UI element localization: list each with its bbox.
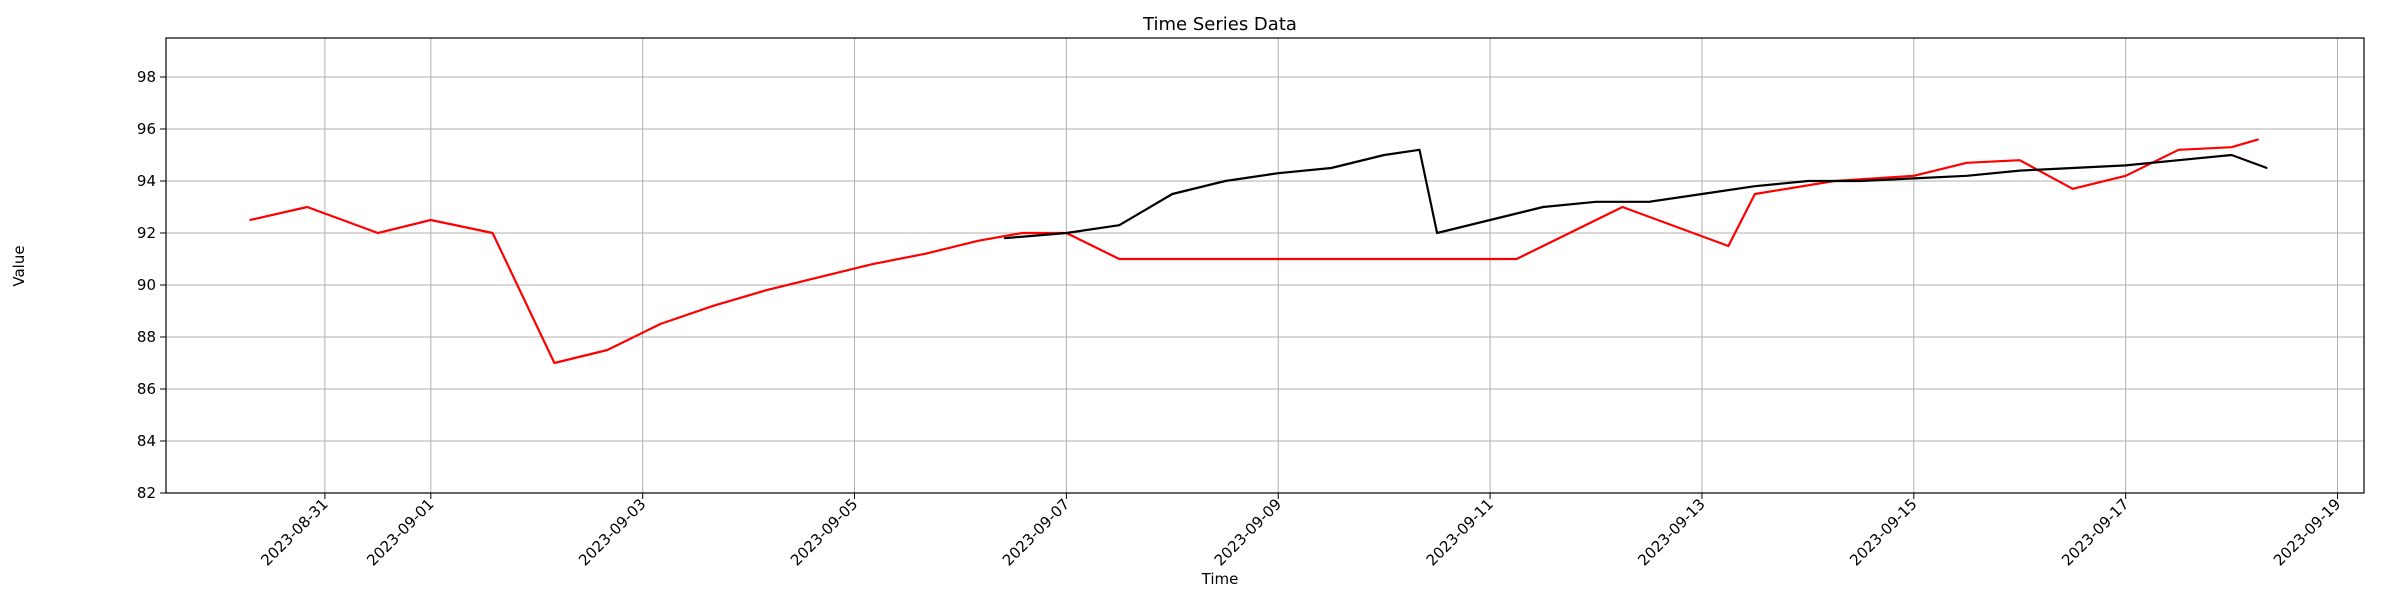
series-2-point bbox=[1595, 201, 1597, 203]
series-1-point bbox=[765, 289, 768, 292]
series-1-point bbox=[2018, 159, 2021, 161]
series-1-point bbox=[377, 232, 379, 234]
x-tick-label: 2023-09-11 bbox=[1423, 495, 1497, 569]
series-1-point bbox=[818, 276, 820, 279]
series-2-point bbox=[1489, 219, 1491, 221]
series-2-point bbox=[1860, 180, 1862, 182]
series-1-line bbox=[249, 138, 2259, 365]
y-tick-label: 90 bbox=[137, 276, 156, 294]
series-2-point bbox=[2071, 167, 2074, 169]
series-2-point bbox=[1701, 193, 1703, 195]
series-1-point bbox=[306, 206, 309, 208]
series-1-point bbox=[1118, 258, 1121, 260]
series-2-point bbox=[1542, 206, 1544, 208]
series-2-point bbox=[1913, 177, 1915, 180]
series-group bbox=[249, 138, 2268, 365]
series-2-point bbox=[1171, 193, 1174, 195]
series-1-point bbox=[1727, 245, 1730, 247]
series-2-point bbox=[1003, 237, 1006, 239]
x-tick-label: 2023-09-19 bbox=[2270, 495, 2344, 569]
series-1-point bbox=[1754, 193, 1756, 195]
series-1-point bbox=[659, 323, 662, 325]
series-1-point bbox=[2230, 146, 2233, 148]
chart-title: Time Series Data bbox=[1142, 14, 1297, 35]
series-1-point bbox=[924, 253, 926, 255]
series-2-point bbox=[1436, 232, 1438, 234]
y-axis-label: Value bbox=[10, 245, 28, 286]
series-2-point bbox=[2177, 159, 2180, 161]
series-2-point bbox=[2124, 164, 2127, 167]
series-1-point bbox=[606, 349, 609, 351]
series-1-point bbox=[2071, 188, 2074, 190]
series-1-point bbox=[1021, 232, 1023, 234]
x-axis-label: Time bbox=[1201, 570, 1239, 588]
series-2-line bbox=[1004, 148, 2268, 240]
series-1-point bbox=[1515, 258, 1518, 260]
series-1-point bbox=[2177, 149, 2180, 151]
series-2-point bbox=[1648, 201, 1650, 203]
series-2-point bbox=[1118, 224, 1121, 226]
y-tick-label: 82 bbox=[137, 484, 156, 502]
ticks: 82 84 86 88 90 92 94 96 98 2023-08-31 2023-09-01 20… bbox=[137, 68, 2344, 569]
series-1-point bbox=[553, 362, 556, 364]
series-1-point bbox=[491, 232, 494, 234]
x-tick-label: 2023-08-31 bbox=[257, 495, 331, 569]
x-tick-label: 2023-09-13 bbox=[1634, 495, 1708, 569]
x-tick-label: 2023-09-15 bbox=[1846, 495, 1920, 569]
series-2-point bbox=[1807, 180, 1809, 182]
x-tick-label: 2023-09-17 bbox=[2058, 495, 2132, 569]
x-tick-label: 2023-09-09 bbox=[1211, 495, 1285, 569]
series-2-point bbox=[1330, 167, 1332, 169]
series-1-point bbox=[249, 219, 251, 221]
x-tick-label: 2023-09-07 bbox=[999, 495, 1073, 569]
x-tick-label: 2023-09-01 bbox=[363, 495, 437, 569]
series-2-point bbox=[2266, 167, 2268, 169]
series-2-point bbox=[1383, 154, 1385, 156]
x-tick-label: 2023-09-05 bbox=[787, 495, 861, 569]
series-1-point bbox=[977, 240, 979, 242]
series-1-point bbox=[430, 219, 432, 221]
series-2-point bbox=[1277, 172, 1279, 174]
y-tick-label: 96 bbox=[137, 120, 156, 138]
series-1-point bbox=[2124, 175, 2127, 177]
series-1-point bbox=[1913, 175, 1915, 177]
series-2-point bbox=[2230, 154, 2233, 156]
y-tick-label: 86 bbox=[137, 380, 156, 398]
y-tick-label: 98 bbox=[137, 68, 156, 86]
series-2-point bbox=[1754, 185, 1756, 187]
series-2-point bbox=[2018, 169, 2021, 172]
series-2-point bbox=[1224, 180, 1227, 182]
y-tick-label: 92 bbox=[137, 224, 156, 242]
series-2-point bbox=[1966, 175, 1968, 177]
plot-area-frame bbox=[165, 37, 2365, 494]
series-1-point bbox=[2257, 138, 2259, 141]
series-1-point bbox=[1621, 206, 1624, 208]
x-tick-label: 2023-09-03 bbox=[575, 495, 649, 569]
series-1-point bbox=[871, 263, 873, 266]
y-tick-label: 94 bbox=[137, 172, 156, 190]
series-2-point bbox=[1418, 149, 1421, 151]
y-tick-label: 84 bbox=[137, 432, 156, 450]
series-1-point bbox=[712, 305, 715, 307]
y-tick-label: 88 bbox=[137, 328, 156, 346]
grid bbox=[166, 38, 2364, 494]
series-1-point bbox=[1966, 162, 1968, 164]
series-2-point bbox=[1065, 232, 1068, 234]
